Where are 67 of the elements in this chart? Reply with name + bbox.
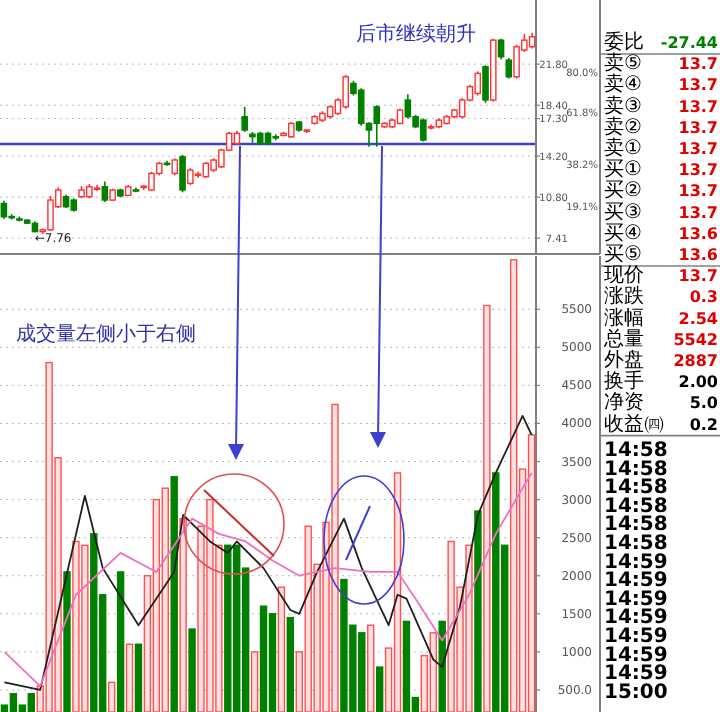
text: 0.2 — [689, 415, 718, 434]
category-label: 委比 — [604, 30, 644, 54]
category-label: 14:59 — [604, 626, 668, 648]
category-label: 14:59 — [604, 551, 668, 574]
category-label: 14:58 — [604, 514, 668, 537]
candlestick — [179, 154, 186, 194]
text: 2887 — [673, 352, 718, 370]
category-label: 买③ — [604, 201, 642, 224]
candlestick — [241, 106, 248, 133]
category-label: 卖① — [604, 136, 642, 160]
text: 13.7 — [678, 97, 718, 116]
text: 13.7 — [678, 140, 718, 158]
candlestick — [482, 64, 489, 104]
category-label: 涨跌 — [604, 284, 644, 309]
text: -27.44 — [660, 34, 719, 52]
candlestick — [342, 74, 349, 110]
text: 13.7 — [678, 118, 718, 137]
category-label: 卖⑤ — [604, 51, 642, 76]
candlestick — [101, 180, 109, 203]
text: 0.3 — [689, 288, 718, 307]
text: 13.7 — [678, 55, 718, 74]
text: 2.00 — [678, 373, 719, 392]
category-label: 买⑤ — [604, 244, 642, 266]
candlestick — [505, 57, 513, 80]
annotation: 后市继续朝升 — [356, 22, 476, 46]
line-series — [3, 414, 533, 691]
text: 13.6 — [678, 246, 719, 264]
text: 5542 — [673, 330, 718, 349]
text: 13.7 — [678, 203, 718, 222]
category-label: 14:59 — [604, 607, 668, 630]
category-label: 卖④ — [604, 72, 642, 97]
category-label: 卖③ — [604, 93, 642, 118]
text: 2.54 — [678, 309, 719, 328]
category-label: 买② — [604, 180, 642, 203]
category-label: 总量 — [602, 326, 644, 351]
line-series — [3, 472, 533, 688]
category-label: 15:00 — [604, 681, 668, 704]
category-label: 14:59 — [604, 570, 668, 593]
category-label: 14:58 — [604, 458, 668, 481]
category-label: 14:58 — [604, 477, 668, 500]
category-label: 14:59 — [604, 588, 668, 611]
text: 13.7 — [678, 161, 718, 180]
category-label: 净资 — [604, 390, 644, 415]
candlestick — [513, 43, 520, 80]
text: 13.6 — [678, 224, 719, 243]
text: 5.0 — [689, 394, 719, 413]
category-label: 涨幅 — [604, 305, 644, 330]
candlestick — [474, 70, 482, 97]
text: 13.7 — [678, 182, 718, 201]
category-label: 收益㈣ — [604, 411, 664, 436]
category-label: 14:58 — [604, 495, 668, 518]
category-label: 换手 — [604, 369, 644, 394]
annotation: 成交量左侧小于右侧 — [16, 322, 196, 346]
category-label: 外盘 — [604, 348, 644, 372]
category-label: 买④ — [604, 222, 642, 245]
category-label: 14:58 — [604, 533, 668, 555]
candlestick — [404, 93, 412, 120]
category-label: 14:59 — [604, 663, 668, 686]
category-label: 买① — [604, 159, 642, 182]
category-label: 现价 — [604, 263, 644, 288]
category-label: 卖② — [604, 114, 642, 139]
text: 13.7 — [678, 267, 718, 286]
candlestick — [373, 104, 381, 148]
text: 13.7 — [678, 76, 718, 95]
candlestick — [47, 195, 54, 232]
category-label: 14:59 — [604, 644, 668, 667]
category-label: 14:58 — [604, 440, 668, 462]
